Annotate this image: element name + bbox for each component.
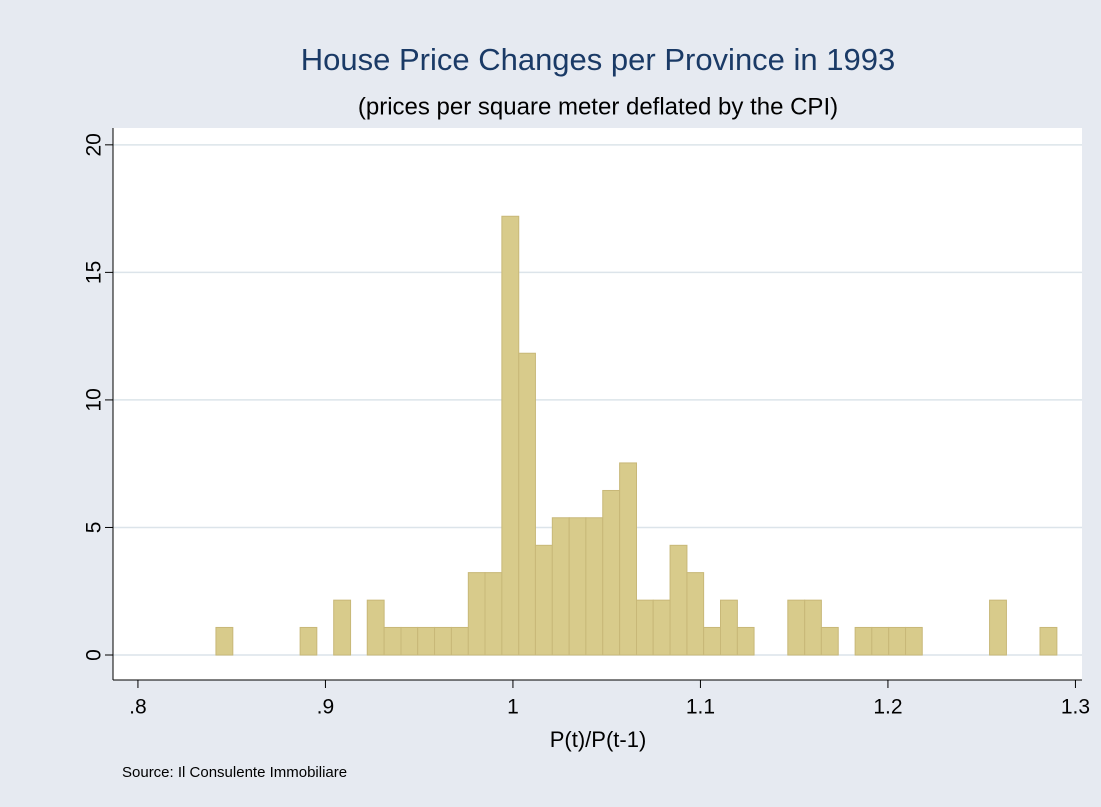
bar <box>636 599 654 656</box>
bar <box>568 517 587 656</box>
bar <box>585 517 604 656</box>
bar <box>804 599 822 656</box>
bar <box>518 352 536 656</box>
bar <box>787 599 806 656</box>
x-tick-label: 1.2 <box>873 696 902 719</box>
bar <box>450 626 469 656</box>
bar <box>1039 626 1058 656</box>
bar <box>720 599 738 656</box>
bar <box>467 572 486 656</box>
bar <box>417 626 436 656</box>
bar <box>333 599 352 656</box>
x-tick-label: 1 <box>507 696 519 719</box>
bar <box>686 572 705 656</box>
chart-subtitle: (prices per square meter deflated by the… <box>358 93 838 120</box>
x-tick-label: .9 <box>317 696 335 719</box>
y-tick-label: 10 <box>83 388 106 411</box>
bar <box>905 626 923 656</box>
bar <box>736 626 755 656</box>
bar <box>215 626 234 656</box>
bar <box>602 489 621 656</box>
x-tick-label: .8 <box>129 696 147 719</box>
bar <box>669 544 688 656</box>
bar <box>888 626 907 656</box>
bar <box>366 599 385 656</box>
bar <box>299 626 318 656</box>
bar <box>501 215 520 656</box>
bar <box>383 626 402 656</box>
bar <box>434 626 452 656</box>
bar <box>400 626 419 656</box>
y-tick-label: 0 <box>83 649 106 661</box>
y-tick-label: 15 <box>83 261 106 284</box>
y-tick-label: 20 <box>83 133 106 156</box>
bar <box>619 462 637 656</box>
y-tick-label: 5 <box>83 522 106 534</box>
bar <box>871 626 890 656</box>
x-tick-label: 1.1 <box>686 696 715 719</box>
bar <box>652 599 671 656</box>
bar <box>989 599 1007 656</box>
bar <box>820 626 839 656</box>
bar <box>854 626 873 656</box>
bar <box>484 572 503 656</box>
chart-title: House Price Changes per Province in 1993 <box>301 42 896 77</box>
bar <box>703 626 721 656</box>
x-axis-label: P(t)/P(t-1) <box>550 727 647 752</box>
note: Source: Il Consulente Immobiliare <box>122 764 347 781</box>
x-tick-label: 1.3 <box>1061 696 1090 719</box>
bar <box>551 517 570 656</box>
bar <box>534 544 553 656</box>
